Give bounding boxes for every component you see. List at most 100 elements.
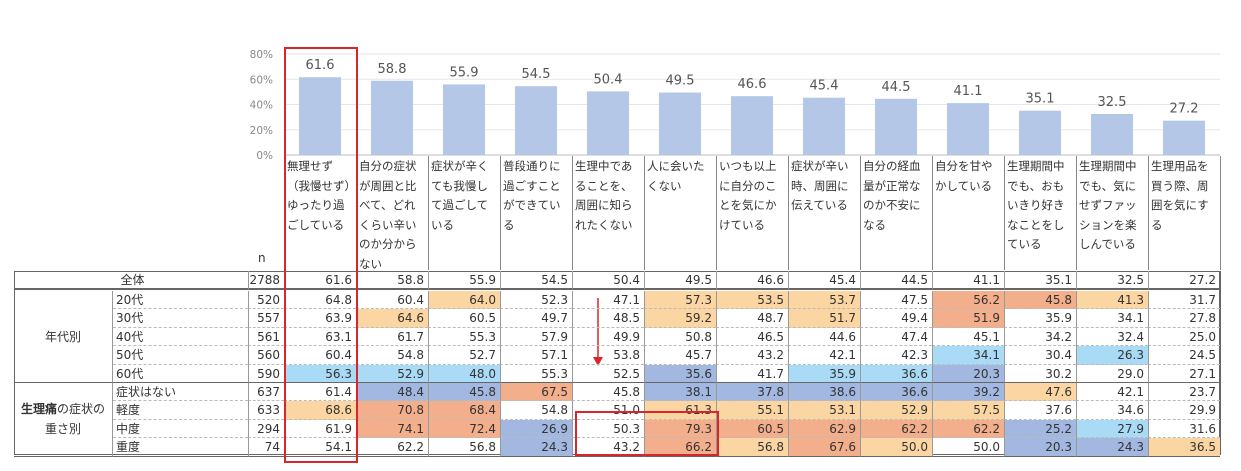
cell-value: 56.8	[716, 438, 788, 457]
cell-value: 66.2	[644, 438, 716, 457]
cell-value: 57.5	[932, 401, 1004, 420]
cell-value: 20.3	[1004, 438, 1076, 457]
column-header: 無理せず（我慢せず）ゆったり過ごしている	[284, 156, 356, 270]
bar	[659, 92, 701, 155]
cell-value: 60.4	[356, 291, 428, 310]
column-header: 自分を甘やかしている	[932, 156, 1004, 270]
cell-value: 36.6	[860, 364, 932, 383]
cell-value: 57.1	[500, 346, 572, 365]
row-label: 30代	[113, 309, 248, 328]
data-label: 61.6	[306, 58, 335, 73]
cell-value: 62.2	[860, 419, 932, 439]
cell-value: 54.5	[500, 271, 572, 290]
row-label: 軽度	[113, 401, 248, 420]
cell-value: 45.8	[428, 383, 500, 402]
bar	[443, 84, 485, 155]
cell-value: 60.5	[716, 419, 788, 439]
divider	[1220, 271, 1221, 455]
cell-value: 50.4	[572, 271, 644, 290]
cell-value: 25.0	[1148, 327, 1220, 347]
y-tick-label: 80%	[250, 49, 273, 61]
cell-value: 44.6	[788, 327, 860, 347]
cell-value: 48.5	[572, 309, 644, 328]
cell-value: 36.6	[860, 383, 932, 402]
cell-value: 48.7	[716, 309, 788, 328]
cell-value: 56.3	[284, 364, 356, 383]
cell-value: 53.8	[572, 346, 644, 365]
bar	[371, 80, 413, 155]
column-header: いつも以上に自分のことを気にかけている	[716, 156, 788, 270]
cell-value: 54.8	[356, 346, 428, 365]
cell-value: 38.1	[644, 383, 716, 402]
data-label: 49.5	[666, 74, 695, 89]
column-header: 生理中であることを、周囲に知られたくない	[572, 156, 644, 270]
bar	[587, 91, 629, 155]
cell-value: 27.1	[1148, 364, 1220, 383]
highlight-box	[575, 411, 719, 456]
cell-value: 37.6	[1004, 401, 1076, 420]
cell-value: 34.6	[1076, 401, 1148, 420]
cell-value: 24.3	[1076, 438, 1148, 457]
cell-value: 26.3	[1076, 346, 1148, 365]
cell-value: 47.5	[860, 291, 932, 310]
cell-value: 55.1	[716, 401, 788, 420]
row-label: 50代	[113, 346, 248, 365]
cell-value: 20.3	[932, 364, 1004, 383]
bar	[947, 103, 989, 155]
cell-value: 31.6	[1148, 419, 1220, 439]
data-label: 46.6	[738, 77, 767, 92]
cell-value: 45.8	[572, 383, 644, 402]
column-header: 生理期間中でも、気にせずファッションを楽しんでいる	[1076, 156, 1148, 270]
cell-value: 49.4	[860, 309, 932, 328]
cell-value: 58.8	[356, 271, 428, 290]
cell-value: 50.8	[644, 327, 716, 347]
cell-value: 37.8	[716, 383, 788, 402]
data-label: 55.9	[450, 65, 479, 80]
cell-value: 41.3	[1076, 291, 1148, 310]
cell-value: 25.2	[1004, 419, 1076, 439]
cell-value: 29.0	[1076, 364, 1148, 383]
cell-value: 56.8	[428, 438, 500, 457]
n-value: 590	[248, 364, 284, 383]
n-value: 74	[248, 438, 284, 457]
column-header: 普段通りに過ごすことができている	[500, 156, 572, 270]
n-value: 633	[248, 401, 284, 420]
data-label: 41.1	[954, 84, 983, 99]
cell-value: 62.2	[932, 419, 1004, 439]
cell-value: 51.9	[932, 309, 1004, 328]
n-value: 520	[248, 291, 284, 310]
cell-value: 42.1	[1076, 383, 1148, 402]
cell-value: 35.9	[1004, 309, 1076, 328]
n-value: 557	[248, 309, 284, 328]
cell-value: 50.0	[860, 438, 932, 457]
group-label-text: の症状の	[57, 402, 106, 417]
cell-value: 53.1	[788, 401, 860, 420]
cell-value: 68.4	[428, 401, 500, 420]
y-tick-label: 40%	[250, 100, 273, 112]
cell-value: 50.0	[932, 438, 1004, 457]
cell-value: 57.9	[500, 327, 572, 347]
highlight-box	[284, 47, 358, 463]
group-label: 生理痛の症状の 重さ別	[14, 383, 113, 457]
n-value: 560	[248, 346, 284, 365]
cell-value: 70.8	[356, 401, 428, 420]
cell-value: 34.2	[1004, 327, 1076, 347]
row-label: 中度	[113, 420, 248, 439]
cell-value: 34.1	[1076, 309, 1148, 328]
data-label: 45.4	[810, 79, 839, 94]
n-value: 561	[248, 327, 284, 347]
n-value: 637	[248, 383, 284, 402]
cell-value: 35.6	[644, 364, 716, 383]
cell-value: 45.8	[1004, 291, 1076, 310]
row-label: 40代	[113, 328, 248, 347]
cell-value: 43.2	[716, 346, 788, 365]
row-label: 重度	[113, 438, 248, 457]
group-label-line2: 重さ別	[44, 422, 81, 437]
y-tick-label: 0%	[256, 150, 273, 162]
cell-value: 53.5	[716, 291, 788, 310]
cell-value: 52.9	[356, 364, 428, 383]
cell-value: 67.6	[788, 438, 860, 457]
cell-value: 52.7	[428, 346, 500, 365]
